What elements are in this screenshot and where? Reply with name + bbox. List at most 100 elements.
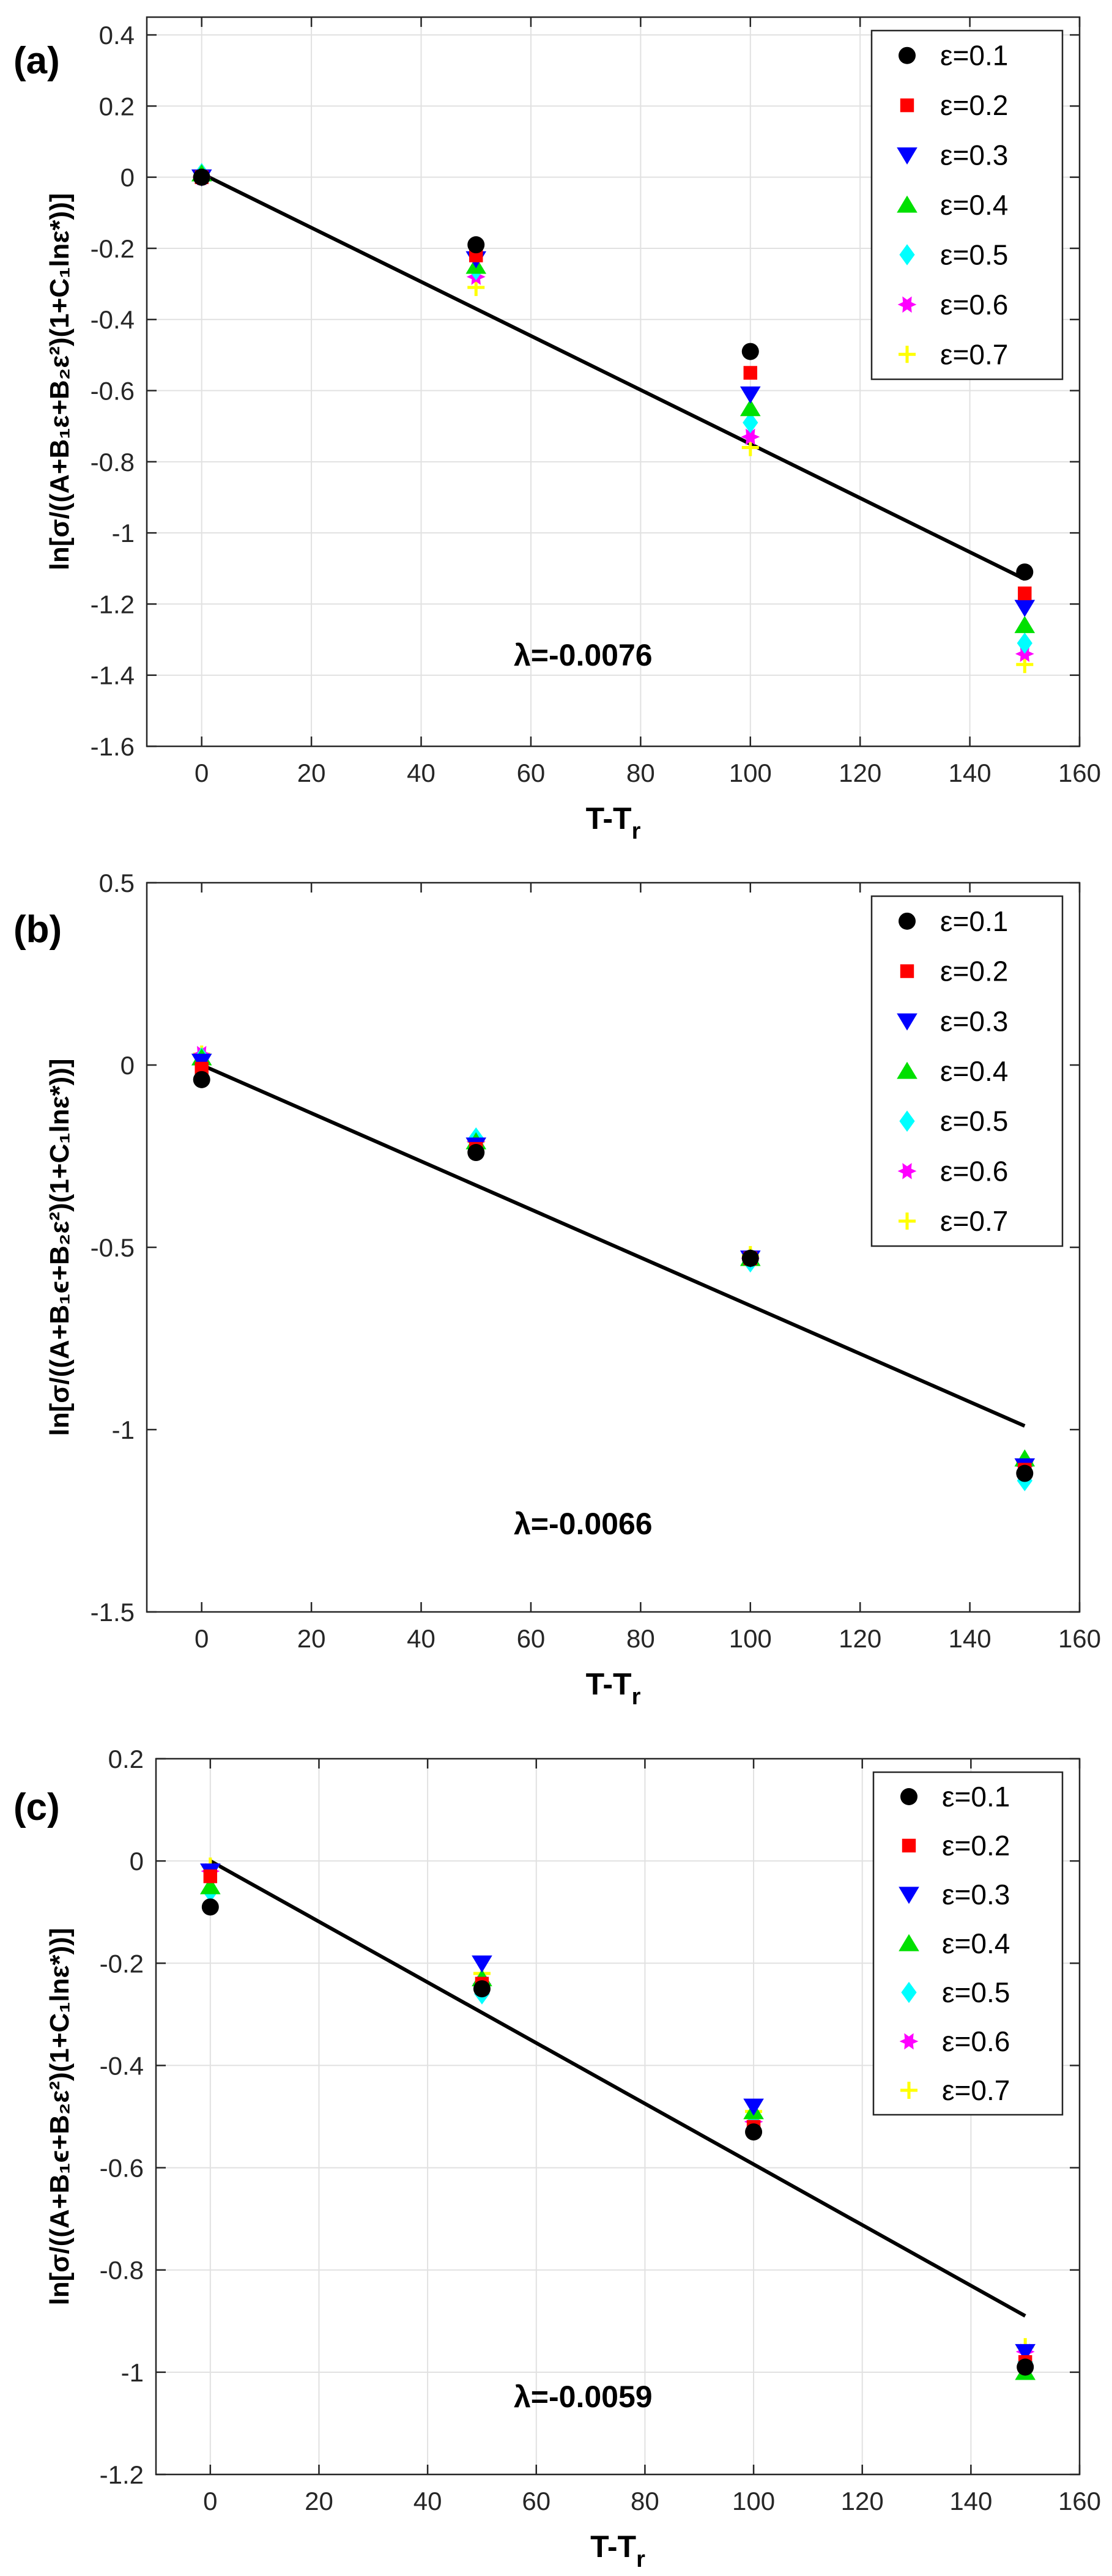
legend-entry: ε=0.3 [940,1005,1008,1037]
x-tick-label: 0 [195,1624,209,1653]
data-point [1018,586,1032,601]
legend-entry: ε=0.6 [940,289,1008,321]
legend-marker [899,46,916,64]
x-tick-label: 120 [839,759,881,787]
legend-marker [897,1013,917,1031]
x-tick-label: 120 [841,2487,884,2515]
legend-entry: ε=0.5 [942,1977,1010,2008]
y-tick-label: -1.6 [91,732,135,761]
y-tick-label: -0.6 [100,2154,144,2183]
y-axis-label: ln[σ/((A+B₁ε+B₂ε²)(1+C₁lnε*))] [45,193,75,571]
axes-box [155,1758,1081,2476]
x-tick-label: 20 [297,1624,326,1653]
data-point [1016,656,1034,674]
x-axis-label: T-Tr [586,801,641,844]
legend-entry: ε=0.3 [940,139,1008,171]
x-tick-label: 80 [631,2487,659,2515]
legend-entry: ε=0.6 [942,2025,1010,2057]
legend-entry: ε=0.6 [940,1155,1008,1187]
x-tick-label: 100 [729,759,772,787]
y-tick-label: -1.2 [91,590,135,618]
x-axis-label: T-Tr [586,1667,641,1710]
x-tick-label: 20 [305,2487,333,2515]
legend-marker [899,912,916,930]
legend-marker [897,1061,917,1079]
legend-marker [899,1110,915,1132]
data-point [743,2098,764,2116]
panel-label: (a) [13,40,60,82]
data-point [741,428,760,445]
legend-marker [900,964,914,978]
data-point [1016,1464,1034,1482]
y-tick-label: 0.2 [108,1745,144,1773]
y-tick-label: 0 [120,163,135,192]
legend-marker [899,346,916,363]
lambda-annotation: λ=-0.0066 [514,1507,653,1541]
chart-panel-a: 0 20 40 60 80 100 120 140 160 0.4 0.2 0 -0.2 -0.4 -0.6… [13,16,1101,844]
y-tick-label: 0.2 [99,92,135,121]
legend-marker [900,2082,917,2099]
y-tick-label: 0.5 [99,869,135,897]
data-point [741,1249,759,1267]
data-point [1014,599,1036,617]
legend-marker [900,1788,917,1805]
x-tick-label: 60 [517,759,546,787]
legend-entry: ε=0.4 [940,1055,1008,1087]
legend-marker [899,1887,919,1904]
legend-marker [900,98,914,113]
legend-marker [901,1981,917,2003]
lambda-annotation: λ=-0.0076 [514,638,653,672]
legend-entry: ε=0.4 [942,1928,1010,1959]
x-tick-label: 80 [626,1624,655,1653]
lambda-annotation: λ=-0.0059 [514,2380,653,2414]
legend-entry: ε=0.2 [940,89,1008,121]
legend-entry: ε=0.2 [942,1830,1010,1861]
data-point [743,366,757,380]
panel-label: (c) [13,1786,60,1828]
legend-marker [897,296,917,313]
y-tick-label: -0.2 [91,234,135,263]
data-point [739,399,761,417]
x-tick-label: 100 [729,1624,772,1653]
x-tick-label: 160 [1058,2487,1101,2515]
x-tick-label: 160 [1058,759,1101,787]
y-tick-label: -0.4 [91,305,135,334]
y-tick-label: 0 [120,1051,135,1080]
axes-box [146,16,1081,748]
data-point [473,1980,491,1998]
x-tick-label: 120 [839,1624,881,1653]
legend-marker [899,2033,919,2050]
x-axis-label: T-Tr [590,2530,645,2572]
chart-panel-c: 0 20 40 60 80 100 120 140 160 0.2 0 -0.2 -0.4 -0.6 -0.… [13,1745,1101,2572]
data-point [193,168,210,186]
y-tick-label: -0.6 [91,377,135,406]
data-point [467,236,485,254]
data-point [1015,645,1034,663]
x-tick-label: 140 [949,2487,992,2515]
legend-entry: ε=0.1 [940,40,1008,72]
x-tick-label: 80 [626,759,655,787]
x-tick-label: 20 [297,759,326,787]
data-point [1016,563,1034,581]
data-point [472,1955,492,1973]
legend-entry: ε=0.1 [940,905,1008,937]
legend-entry: ε=0.7 [940,338,1008,370]
data-point [741,343,759,360]
fit-line [209,1859,1026,2318]
data-point [741,439,759,456]
data-point [203,1869,218,1884]
legend-entry: ε=0.7 [942,2074,1010,2106]
y-tick-label: -1 [112,519,135,547]
panel-label: (b) [13,908,62,951]
legend-entry: ε=0.5 [940,1105,1008,1137]
y-tick-label: -0.2 [100,1949,144,1978]
data-point [743,412,758,434]
y-tick-label: -0.5 [91,1233,135,1262]
legend-marker [899,1212,916,1230]
x-tick-label: 140 [949,759,992,787]
x-tick-label: 140 [949,1624,992,1653]
y-tick-label: -0.4 [100,2051,144,2080]
y-tick-label: 0.4 [99,21,135,50]
x-tick-label: 40 [407,759,436,787]
